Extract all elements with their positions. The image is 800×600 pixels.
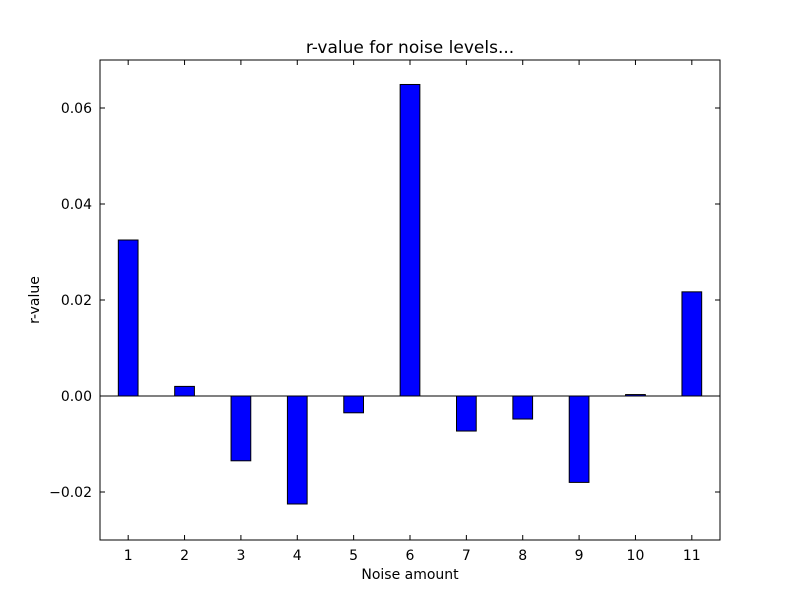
x-tick-label: 4 [293, 548, 302, 564]
bar-9 [568, 395, 590, 483]
y-axis-ticks: −0.02 0.00 0.02 0.04 0.06 [49, 101, 720, 501]
x-tick-label: 5 [349, 548, 358, 564]
x-axis-label: Noise amount [361, 567, 459, 583]
y-tick-label: 0.06 [61, 101, 92, 117]
y-axis-label: r-value [27, 276, 43, 324]
bar-4 [286, 395, 308, 505]
x-tick-label: 11 [683, 548, 701, 564]
bar-7 [456, 395, 477, 432]
x-tick-label: 3 [236, 548, 245, 564]
bar-1 [117, 239, 139, 397]
x-tick-label: 10 [627, 548, 645, 564]
y-tick-label: −0.02 [49, 485, 92, 501]
bar-3 [230, 395, 252, 462]
bar-11 [681, 291, 703, 397]
y-tick-label: 0.00 [61, 389, 92, 405]
x-tick-label: 8 [518, 548, 527, 564]
x-tick-label: 9 [575, 548, 584, 564]
y-tick-label: 0.02 [61, 293, 92, 309]
x-axis-ticks: 1 2 3 4 5 6 7 8 9 10 11 [124, 60, 701, 564]
bar-5 [343, 395, 365, 414]
bars-group [117, 83, 703, 505]
y-tick-label: 0.04 [61, 197, 92, 213]
bar-8 [512, 395, 534, 420]
x-tick-label: 6 [406, 548, 415, 564]
chart-title: r-value for noise levels... [306, 38, 514, 58]
bar-6 [399, 83, 421, 397]
x-tick-label: 1 [124, 548, 133, 564]
bar-2 [174, 385, 195, 397]
x-tick-label: 7 [462, 548, 471, 564]
x-tick-label: 2 [180, 548, 189, 564]
